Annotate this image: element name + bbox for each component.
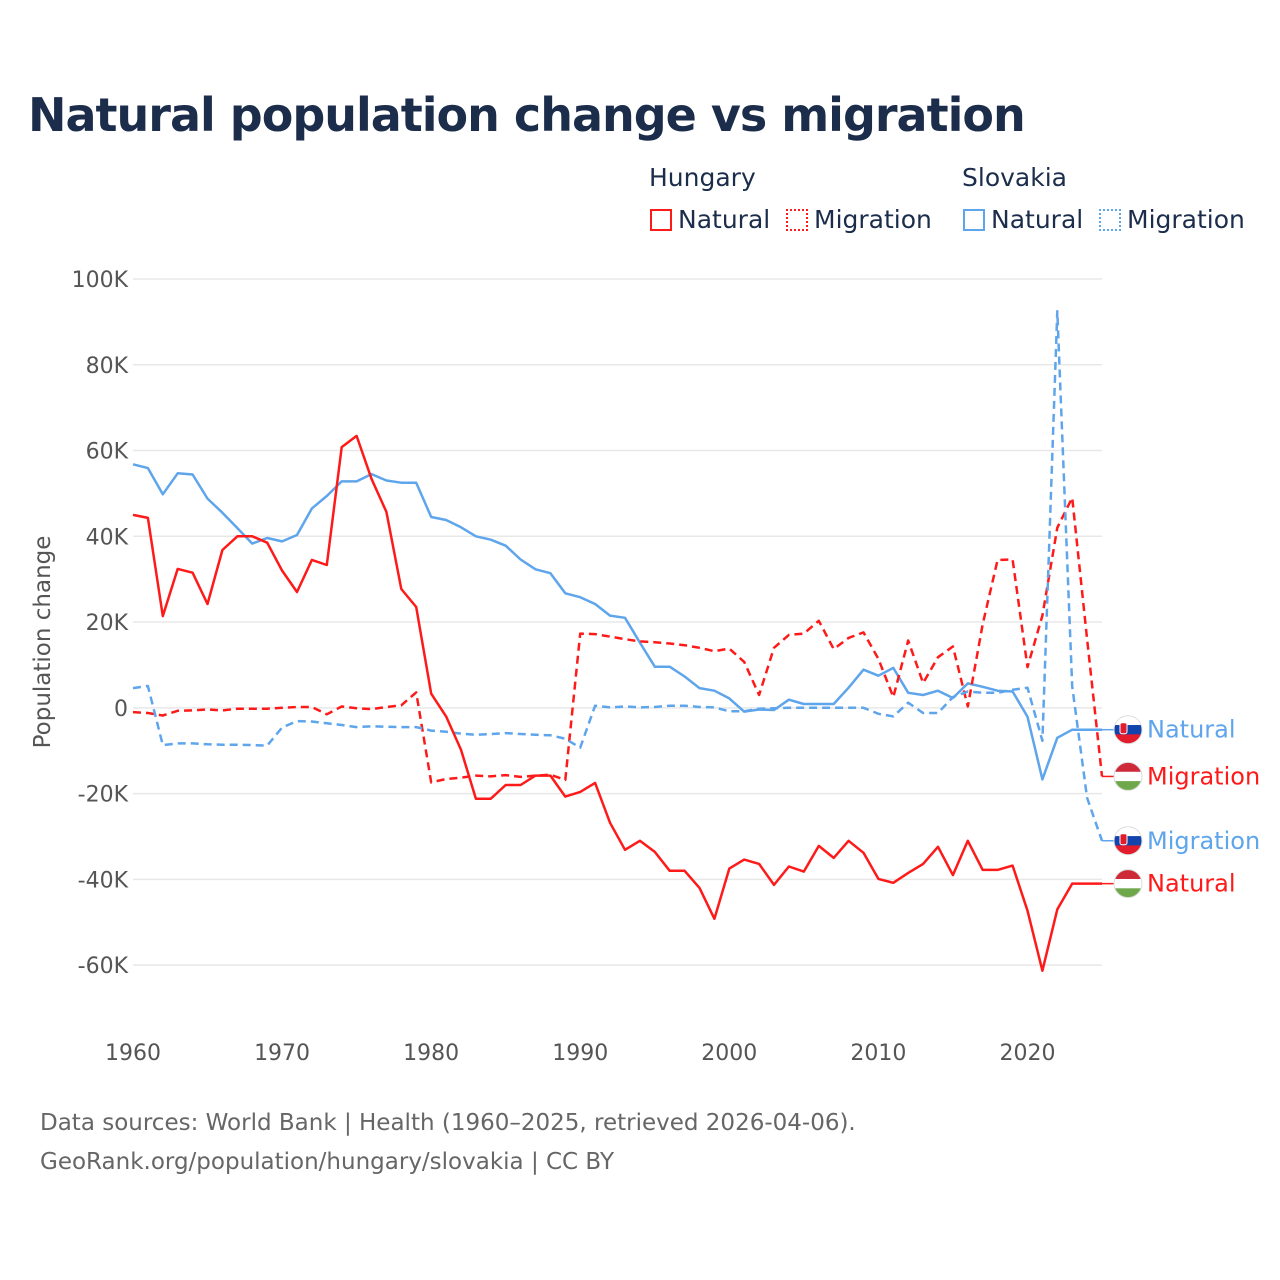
x-tick-label: 1990 — [552, 1041, 608, 1066]
solid-line-swatch-icon — [650, 208, 672, 231]
flag-stripe — [1114, 715, 1142, 726]
legend-label: Migration — [1127, 205, 1245, 234]
y-tick-label: -40K — [78, 868, 129, 893]
flag-stripe — [1114, 734, 1142, 744]
legend-slovakia-migration[interactable]: Migration — [1099, 205, 1245, 234]
x-tick-label: 1960 — [105, 1041, 161, 1066]
coat-of-arms-icon — [1119, 833, 1128, 846]
end-label: Migration — [1147, 762, 1260, 790]
series-line-slovakia-natural — [132, 463, 1102, 781]
flag-stripe — [1114, 878, 1142, 889]
flag-stripe — [1114, 888, 1142, 898]
end-label: Natural — [1147, 870, 1236, 898]
chart-title: Natural population change vs migration — [28, 88, 1026, 142]
slovakia-flag-icon — [1113, 826, 1143, 856]
end-label: Natural — [1147, 716, 1236, 744]
series-line-hungary-natural — [132, 434, 1102, 972]
x-tick-label: 2010 — [850, 1041, 906, 1066]
flag-border — [1113, 715, 1143, 745]
x-tick-label: 2000 — [701, 1041, 757, 1066]
legend-hungary-natural[interactable]: Natural — [650, 205, 770, 234]
flag-stripe — [1114, 869, 1142, 880]
series-line-hungary-migration — [132, 496, 1104, 784]
coat-of-arms-icon — [1119, 722, 1128, 735]
dotted-line-swatch-icon — [1099, 208, 1121, 231]
flag-stripe — [1114, 781, 1142, 791]
y-tick-label: -20K — [78, 783, 129, 808]
y-tick-label: 20K — [86, 611, 129, 636]
flag-stripe — [1114, 771, 1142, 782]
y-tick-label: -60K — [78, 954, 129, 979]
legend-label: Natural — [678, 205, 771, 234]
footer-attribution: GeoRank.org/population/hungary/slovakia … — [40, 1149, 615, 1175]
flag-stripe — [1114, 845, 1142, 855]
solid-line-swatch-icon — [963, 208, 985, 231]
flag-stripe — [1114, 836, 1142, 846]
slovakia-flag-icon — [1113, 715, 1143, 745]
flag-stripe — [1114, 725, 1142, 735]
flag-border — [1113, 826, 1143, 856]
legend-slovakia-natural[interactable]: Natural — [963, 205, 1083, 234]
flag-border — [1113, 869, 1143, 899]
footer-sources: Data sources: World Bank | Health (1960–… — [40, 1110, 856, 1136]
legend-label: Migration — [814, 205, 932, 234]
y-tick-label: 40K — [86, 525, 129, 550]
y-tick-label: 0 — [114, 697, 128, 722]
flag-stripe — [1114, 762, 1142, 773]
end-label: Migration — [1147, 827, 1260, 855]
dotted-line-swatch-icon — [786, 208, 808, 231]
y-tick-label: 60K — [86, 440, 129, 465]
hungary-flag-icon — [1113, 869, 1143, 899]
y-tick-label: 100K — [72, 268, 129, 293]
x-tick-label: 2020 — [999, 1041, 1055, 1066]
flag-border — [1113, 761, 1143, 791]
series-line-slovakia-migration — [132, 309, 1104, 842]
y-tick-label: 80K — [86, 354, 129, 379]
legend-group-slovakia: Slovakia — [962, 163, 1067, 192]
hungary-flag-icon — [1113, 761, 1143, 791]
x-tick-label: 1970 — [254, 1041, 310, 1066]
x-tick-label: 1980 — [403, 1041, 459, 1066]
flag-stripe — [1114, 826, 1142, 837]
legend-hungary-migration[interactable]: Migration — [786, 205, 932, 234]
y-axis-label: Population change — [30, 536, 56, 749]
legend-group-hungary: Hungary — [649, 163, 756, 192]
legend-label: Natural — [991, 205, 1084, 234]
